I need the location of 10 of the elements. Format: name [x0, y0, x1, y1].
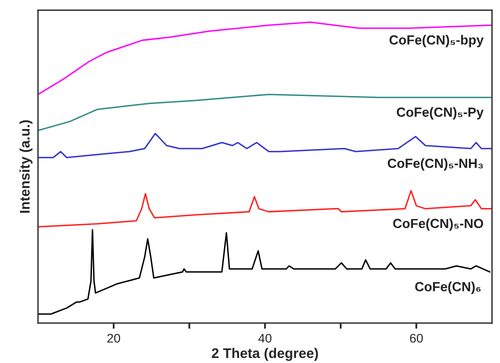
- series-label: CoFe(CN)₅-Py: [396, 107, 484, 120]
- x-tick-label: 20: [107, 334, 120, 343]
- series-label: CoFe(CN)₅-NH₃: [388, 158, 483, 171]
- series-label: CoFe(CN)₅-bpy: [389, 34, 484, 48]
- x-tick-label: 40: [258, 334, 272, 343]
- series-label: CoFe(CN)₅-NO: [393, 218, 484, 231]
- x-axis-title: 2 Theta (degree): [212, 348, 318, 361]
- y-axis-title: Intensity (a.u.): [19, 120, 32, 213]
- x-tick-label: 60: [410, 334, 423, 343]
- series-label: CoFe(CN)₆: [415, 282, 481, 294]
